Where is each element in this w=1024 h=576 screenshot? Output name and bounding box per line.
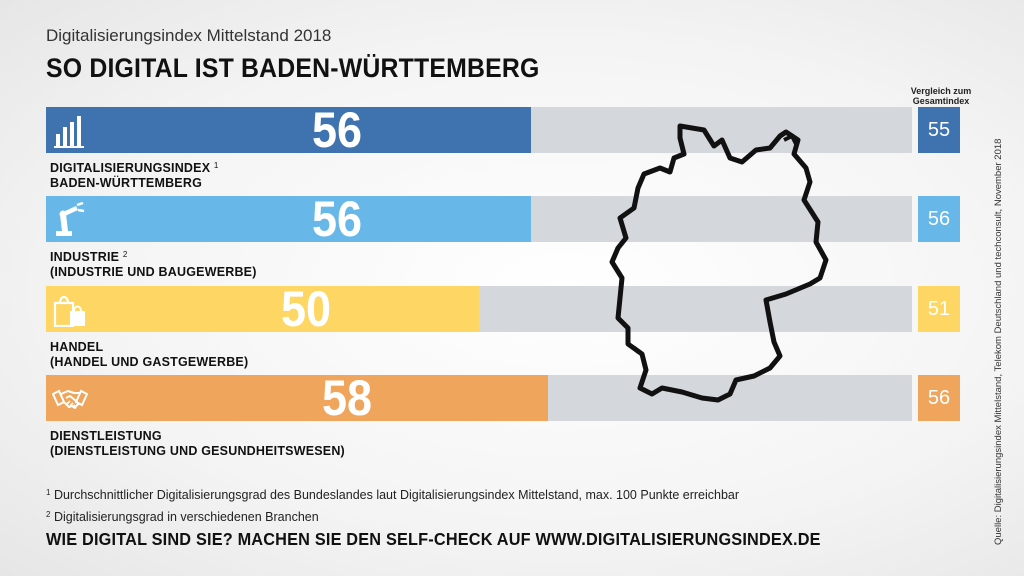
row-label-line1: INDUSTRIE (50, 250, 120, 264)
compare-header: Vergleich zum Gesamtindex (900, 86, 982, 106)
bar-value: 50 (280, 281, 331, 337)
compare-value: 51 (918, 286, 960, 332)
page-title: SO DIGITAL IST BADEN-WÜRTTEMBERG (46, 53, 540, 83)
footnote-2-mark: 2 (46, 510, 51, 519)
call-to-action: WIE DIGITAL SIND SIE? MACHEN SIE DEN SEL… (46, 529, 821, 549)
subtitle: Digitalisierungsindex Mittelstand 2018 (46, 26, 332, 45)
compare-value: 56 (918, 375, 960, 421)
bar-fill (46, 196, 531, 242)
row-label-footnote-mark: 1 (213, 161, 219, 170)
footnote-2: 2 Digitalisierungsgrad in verschiedenen … (46, 505, 739, 527)
compare-header-line2: Gesamtindex (912, 96, 970, 106)
footnote-1-text: Durchschnittlicher Digitalisierungsgrad … (53, 488, 740, 502)
bar-track (46, 107, 912, 153)
row-label: DIGITALISIERUNGSINDEX 1 BADEN-WÜRTTEMBER… (50, 158, 219, 191)
row-label: DIENSTLEISTUNG (DIENSTLEISTUNG UND GESUN… (50, 426, 345, 459)
robot-arm-icon (56, 201, 85, 236)
row-label-line2: (INDUSTRIE UND BAUGEWERBE) (50, 265, 257, 279)
footnotes: 1 Durchschnittlicher Digitalisierungsgra… (46, 483, 739, 527)
row-label-line1: DIENSTLEISTUNG (50, 429, 162, 443)
row-label-line2: (HANDEL UND GASTGEWERBE) (50, 355, 249, 369)
row-label: INDUSTRIE 2 (INDUSTRIE UND BAUGEWERBE) (50, 247, 257, 280)
bar-fill (46, 107, 531, 153)
germany-map-outline-icon (609, 123, 829, 403)
bar-value: 56 (311, 191, 362, 247)
row-label-line1: DIGITALISIERUNGSINDEX (50, 161, 211, 175)
compare-value: 56 (918, 196, 960, 242)
bar-value: 58 (322, 370, 373, 426)
bar-fill (46, 286, 479, 332)
bar-track (46, 375, 912, 421)
row-label-footnote-mark: 2 (122, 250, 128, 259)
footnote-2-text: Digitalisierungsgrad in verschiedenen Br… (53, 510, 319, 524)
bar-chart-icon (54, 116, 84, 148)
bar-fill (46, 375, 549, 421)
compare-header-line1: Vergleich zum (910, 86, 972, 96)
source-note: Quelle: Digitalisierungsindex Mittelstan… (993, 138, 1004, 545)
bar-track (46, 196, 912, 242)
row-label-line2: BADEN-WÜRTTEMBERG (50, 176, 202, 190)
compare-value: 55 (918, 107, 960, 153)
handshake-icon (52, 389, 88, 409)
footnote-1: 1 Durchschnittlicher Digitalisierungsgra… (46, 483, 739, 505)
row-label-line1: HANDEL (50, 340, 104, 354)
footnote-1-mark: 1 (46, 488, 51, 497)
bar-value: 56 (311, 102, 362, 158)
shopping-bags-icon (53, 295, 85, 327)
row-label-line2: (DIENSTLEISTUNG UND GESUNDHEITSWESEN) (50, 444, 345, 458)
row-label: HANDEL (HANDEL UND GASTGEWERBE) (50, 337, 248, 370)
